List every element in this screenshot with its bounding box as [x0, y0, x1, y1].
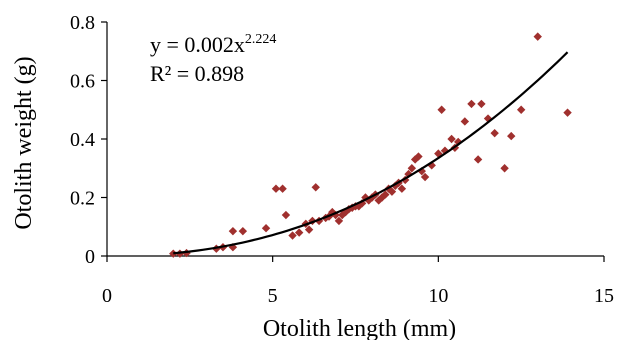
data-point — [533, 32, 542, 41]
data-point — [387, 187, 397, 196]
data-point — [281, 210, 291, 220]
data-point — [361, 193, 370, 202]
trendline-curve — [173, 51, 569, 255]
data-point — [334, 216, 344, 226]
data-point — [304, 225, 314, 234]
data-point — [473, 155, 483, 164]
x-tick-label: 15 — [594, 285, 614, 307]
data-point — [477, 99, 486, 109]
data-point — [447, 134, 456, 144]
data-point — [460, 117, 470, 126]
data-point — [381, 190, 390, 199]
x-axis-title: Otolith length (mm) — [263, 316, 456, 340]
data-point — [490, 128, 499, 138]
y-tick-label: 0.4 — [70, 129, 95, 151]
r-squared-label: R² = 0.898 — [150, 61, 244, 86]
data-point — [467, 99, 476, 109]
y-axis-title: Otolith weight (g) — [11, 56, 37, 229]
y-tick-label: 0.8 — [70, 12, 95, 34]
data-point — [437, 105, 446, 114]
y-tick-label: 0.6 — [70, 71, 95, 93]
trendline-equation: y = 0.002x2.224 — [150, 32, 276, 57]
data-point — [271, 184, 281, 193]
data-point — [278, 184, 287, 193]
data-point — [341, 207, 350, 217]
data-point — [228, 226, 238, 236]
data-point — [238, 226, 248, 236]
x-tick-label: 0 — [102, 285, 112, 307]
data-point — [516, 105, 526, 114]
data-point — [414, 152, 423, 161]
data-point — [169, 249, 178, 258]
y-tick-label: 0 — [85, 246, 95, 268]
data-point — [407, 164, 417, 173]
data-point — [397, 184, 407, 193]
x-tick-label: 10 — [428, 285, 448, 307]
y-tick-label: 0.2 — [70, 188, 95, 210]
data-point — [261, 224, 271, 233]
data-point — [563, 108, 572, 117]
data-point — [507, 131, 516, 141]
data-point — [294, 228, 304, 237]
data-point — [377, 193, 387, 202]
data-point — [500, 164, 509, 173]
data-point — [420, 172, 430, 182]
data-point — [288, 231, 297, 240]
plot-area: 0 0.2 0.4 0.6 0.8 0 5 10 15 — [70, 12, 614, 307]
x-tick-label: 5 — [268, 285, 278, 307]
data-point — [311, 183, 320, 192]
